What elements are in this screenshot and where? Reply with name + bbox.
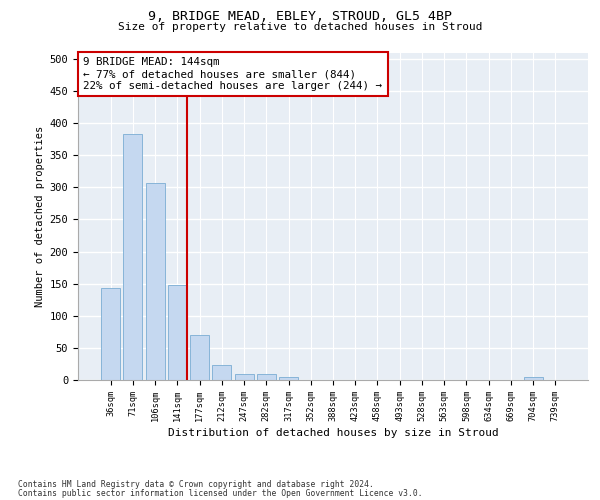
Bar bbox=[124, 134, 142, 380]
Bar bbox=[212, 365, 231, 380]
Bar bbox=[235, 374, 254, 380]
Text: 9, BRIDGE MEAD, EBLEY, STROUD, GL5 4BP: 9, BRIDGE MEAD, EBLEY, STROUD, GL5 4BP bbox=[148, 10, 452, 23]
Bar bbox=[168, 285, 187, 380]
Text: 9 BRIDGE MEAD: 144sqm
← 77% of detached houses are smaller (844)
22% of semi-det: 9 BRIDGE MEAD: 144sqm ← 77% of detached … bbox=[83, 58, 382, 90]
Text: Contains HM Land Registry data © Crown copyright and database right 2024.: Contains HM Land Registry data © Crown c… bbox=[18, 480, 374, 489]
Bar bbox=[257, 374, 276, 380]
Bar bbox=[524, 377, 542, 380]
Bar bbox=[279, 377, 298, 380]
Bar bbox=[190, 335, 209, 380]
Text: Contains public sector information licensed under the Open Government Licence v3: Contains public sector information licen… bbox=[18, 488, 422, 498]
Y-axis label: Number of detached properties: Number of detached properties bbox=[35, 126, 46, 307]
X-axis label: Distribution of detached houses by size in Stroud: Distribution of detached houses by size … bbox=[167, 428, 499, 438]
Bar bbox=[146, 183, 164, 380]
Text: Size of property relative to detached houses in Stroud: Size of property relative to detached ho… bbox=[118, 22, 482, 32]
Bar bbox=[101, 288, 120, 380]
